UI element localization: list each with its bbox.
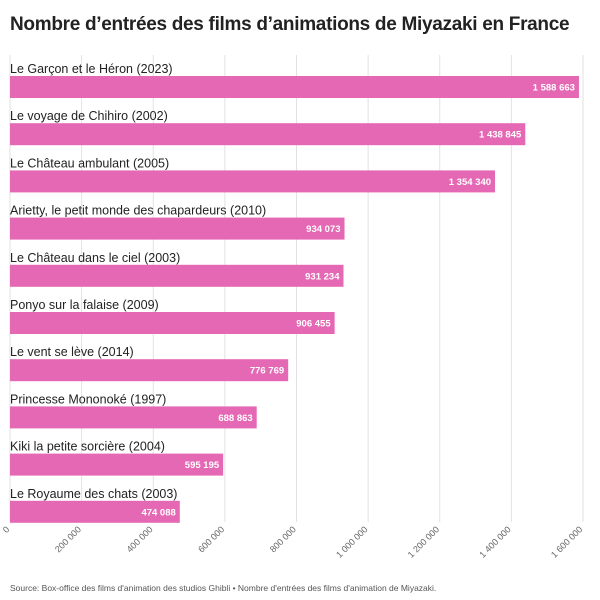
category-label: Le vent se lève (2014): [10, 345, 134, 359]
category-label: Kiki la petite sorcière (2004): [10, 440, 165, 454]
value-label: 931 234: [305, 271, 340, 282]
category-label: Le Château dans le ciel (2003): [10, 251, 180, 265]
category-label: Le Château ambulant (2005): [10, 156, 169, 170]
bars: Le Garçon et le Héron (2023) 1 588 663 Le …: [10, 62, 579, 523]
x-tick-label: 800 000: [268, 524, 298, 554]
value-label: 906 455: [296, 319, 331, 330]
value-label: 688 863: [218, 413, 252, 424]
value-label: 595 195: [185, 460, 220, 471]
bar: [10, 453, 224, 476]
grid-lines: [9, 55, 584, 522]
category-label: Princesse Mononoké (1997): [10, 392, 166, 406]
x-axis-ticks: 0 200 000 400 000 600 000 800 000 1 000 000 1 …: [1, 524, 585, 559]
value-label: 776 769: [250, 366, 284, 377]
x-tick-label: 0: [1, 524, 12, 535]
category-label: Le voyage de Chihiro (2002): [10, 109, 168, 123]
bar: [10, 123, 526, 146]
x-tick-label: 1 200 000: [406, 524, 441, 559]
chart-title: Nombre d’entrées des films d’animations …: [10, 14, 570, 35]
value-label: 1 354 340: [449, 177, 491, 188]
x-tick-label: 400 000: [125, 524, 155, 554]
value-label: 1 438 845: [479, 130, 522, 141]
value-label: 1 588 663: [533, 83, 575, 94]
x-tick-label: 1 400 000: [477, 524, 512, 559]
x-tick-label: 1 000 000: [334, 524, 369, 559]
bar: [10, 217, 345, 240]
source-note: Source: Box-office des films d'animation…: [10, 583, 437, 593]
value-label: 934 073: [306, 224, 340, 235]
category-label: Arietty, le petit monde des chapardeurs …: [10, 204, 266, 218]
bar: [10, 359, 289, 382]
category-label: Ponyo sur la falaise (2009): [10, 298, 159, 312]
bar: [10, 170, 496, 193]
category-label: Le Royaume des chats (2003): [10, 487, 177, 501]
bar: [10, 76, 579, 98]
value-label: 474 088: [141, 507, 175, 518]
bar: [10, 406, 257, 429]
x-tick-label: 1 600 000: [549, 524, 584, 559]
category-label: Le Garçon et le Héron (2023): [10, 62, 173, 76]
bar: [10, 264, 344, 287]
bar: [10, 312, 335, 334]
bar: [10, 500, 180, 523]
x-tick-label: 600 000: [196, 524, 226, 554]
x-tick-label: 200 000: [53, 524, 83, 554]
